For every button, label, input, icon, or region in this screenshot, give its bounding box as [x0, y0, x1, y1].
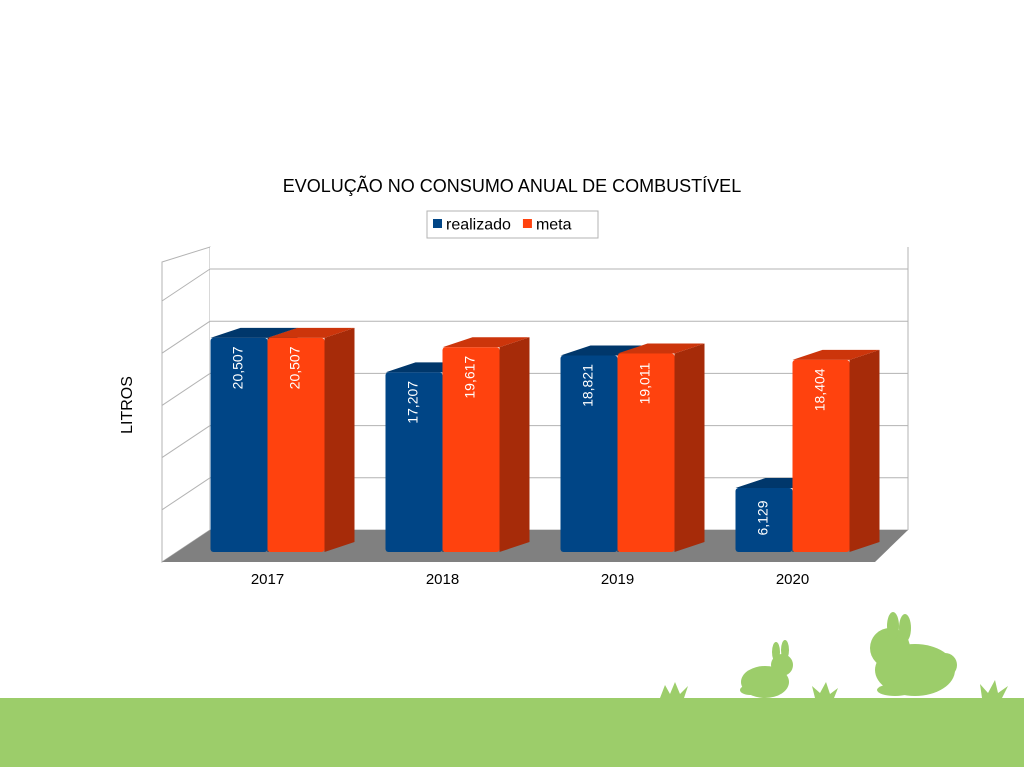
- grass-tuft: [812, 682, 838, 698]
- bar: [735, 488, 793, 552]
- legend: realizado meta: [426, 210, 599, 239]
- value-label: 20,507: [230, 346, 246, 389]
- grass-tuft: [980, 680, 1008, 698]
- bar: [617, 353, 675, 552]
- bar: [267, 337, 325, 552]
- grid-line-side: [161, 425, 211, 459]
- legend-label: realizado: [446, 217, 511, 234]
- bar: [560, 355, 618, 552]
- bar: [792, 359, 850, 552]
- bar-side: [849, 349, 880, 552]
- bar-top: [617, 343, 705, 354]
- bar: [210, 337, 268, 552]
- bar-top: [442, 337, 530, 348]
- grid-line-side: [161, 320, 211, 354]
- legend-swatch: [522, 219, 532, 228]
- chart-title: EVOLUÇÃO NO CONSUMO ANUAL DE COMBUSTÍVEL: [283, 175, 741, 196]
- x-tick-label: 2019: [601, 571, 634, 588]
- value-label: 6,129: [755, 500, 771, 535]
- legend-label: meta: [536, 217, 572, 234]
- small-rabbit: [740, 640, 793, 698]
- legend-box: [426, 210, 599, 239]
- bar-top: [792, 349, 880, 360]
- bar-top: [210, 327, 298, 338]
- bar-side: [499, 337, 530, 552]
- value-label: 18,404: [812, 368, 828, 411]
- grid-line-side: [161, 477, 211, 511]
- value-label: 17,207: [405, 381, 421, 424]
- y-axis-label: LITROS: [119, 376, 136, 434]
- value-label: 18,821: [580, 364, 596, 407]
- bar: [385, 372, 443, 552]
- plot: 2017 20,507 20,507 2018 17,207 19,617 2019 18,8…: [161, 246, 909, 588]
- legend-swatch: [433, 219, 442, 228]
- value-label: 20,507: [287, 346, 303, 389]
- x-tick-label: 2017: [251, 571, 284, 588]
- x-tick-label: 2020: [776, 571, 809, 588]
- bar-top: [267, 327, 355, 338]
- grid-line-side: [161, 372, 211, 406]
- grid-line-side: [161, 268, 211, 302]
- bar: [442, 347, 500, 552]
- grass-tuft: [660, 682, 688, 698]
- large-rabbit: [870, 612, 957, 696]
- bar-top: [560, 345, 648, 356]
- value-label: 19,011: [637, 362, 653, 404]
- bar-side: [324, 327, 355, 552]
- bar-side: [674, 343, 705, 552]
- back-wall: [210, 247, 908, 530]
- grass-band: [0, 698, 1024, 767]
- left-wall: [161, 246, 211, 563]
- value-label: 19,617: [462, 356, 478, 399]
- decoration: [0, 612, 1024, 767]
- x-tick-label: 2018: [426, 571, 459, 588]
